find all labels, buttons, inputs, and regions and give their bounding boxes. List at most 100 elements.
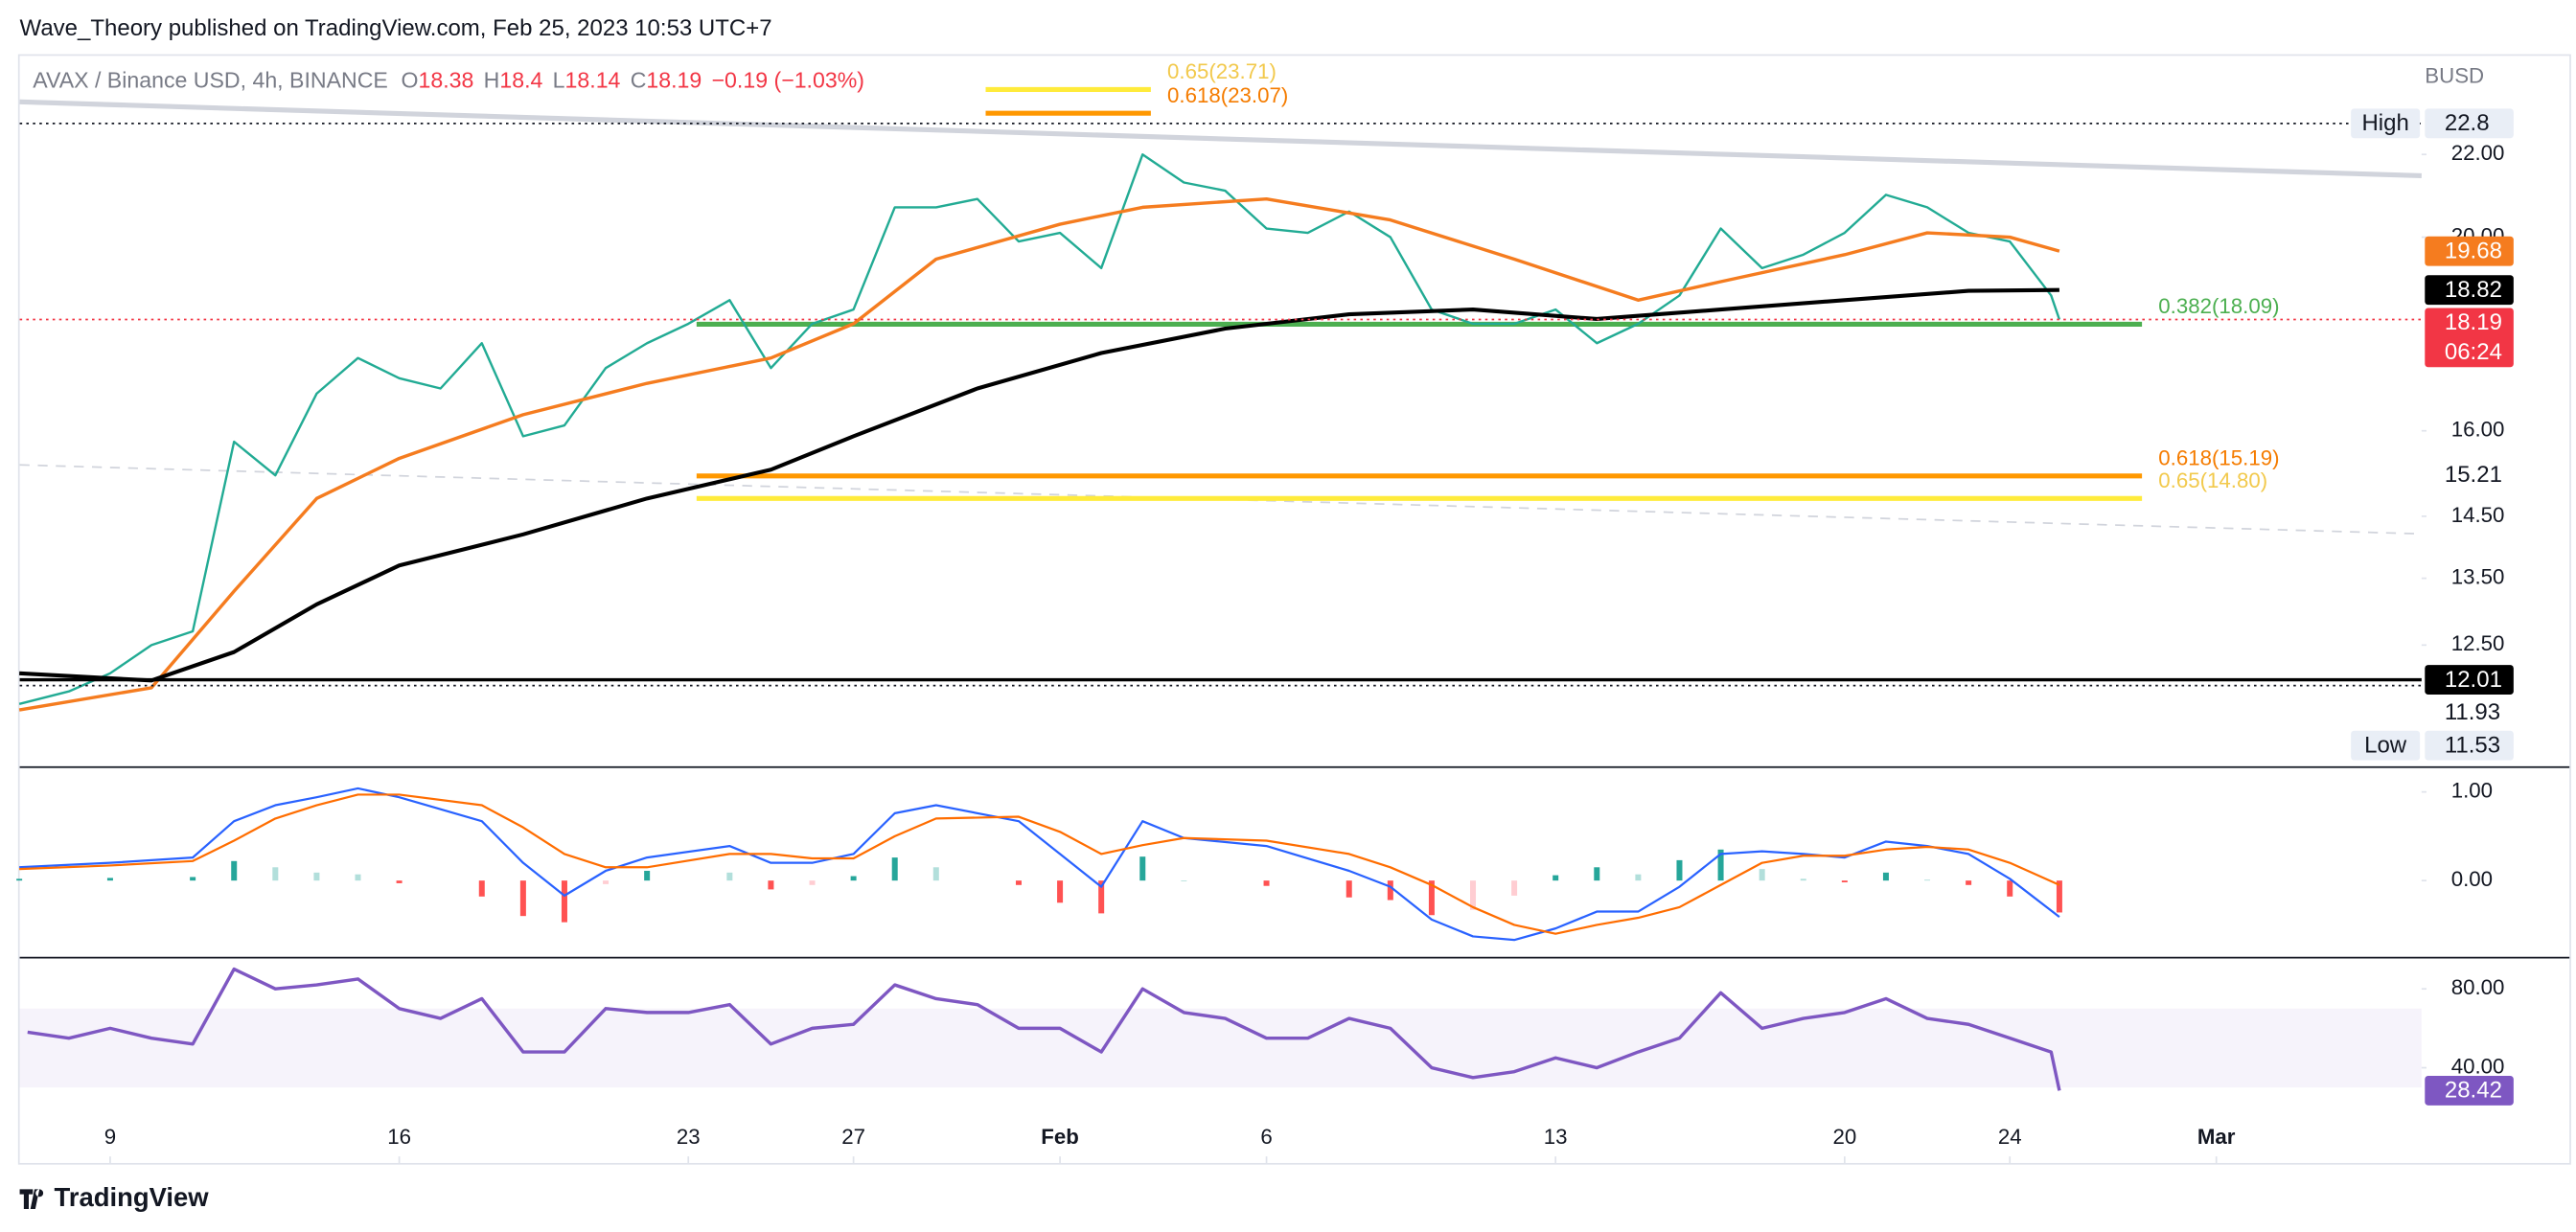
legend-item: −0.19 (−1.03%): [712, 68, 864, 93]
badge-tag: High: [2361, 110, 2408, 136]
logo-icon: [19, 1189, 44, 1209]
badge-tag: Low: [2364, 732, 2407, 758]
histogram-bar: [1470, 880, 1477, 910]
histogram-bar: [1428, 880, 1435, 916]
price-badge-label: 15.21: [2445, 462, 2502, 488]
logo: TradingView: [19, 1182, 209, 1212]
pane: 22.0020.0016.0014.5013.5012.500.65(23.71…: [18, 59, 2514, 761]
histogram-bar: [1057, 880, 1064, 903]
histogram-bar: [850, 876, 857, 881]
y-tick-label: 1.00: [2451, 779, 2493, 803]
x-tick-label: Feb: [1041, 1125, 1079, 1149]
x-tick-label: 6: [1260, 1125, 1272, 1149]
histogram-bar: [1717, 849, 1724, 881]
legend-item: H: [484, 68, 500, 93]
histogram-bar: [1511, 880, 1518, 896]
legend-item: 18.4: [499, 68, 542, 93]
price-badge: [2425, 236, 2514, 266]
x-tick-label: 13: [1544, 1125, 1568, 1149]
currency: BUSD: [2425, 63, 2484, 87]
histogram-bar: [231, 860, 238, 881]
y-tick-label: 40.00: [2451, 1054, 2505, 1078]
histogram-bar: [1387, 880, 1393, 901]
legend-item: O: [402, 68, 419, 93]
legend-item: 18.14: [565, 68, 621, 93]
price-badge-label: 11.53: [2445, 732, 2500, 758]
histogram-bar: [272, 867, 279, 881]
badge-tag-bg: [2351, 108, 2421, 139]
series-line: [19, 787, 2060, 942]
histogram-bar: [1759, 869, 1765, 881]
pane: 1.00 0.00: [16, 779, 2493, 942]
x-tick-label: 16: [387, 1125, 411, 1149]
price-badge-label: 18.19: [2445, 309, 2502, 335]
series-line: [19, 287, 2059, 683]
x-tick-label: 20: [1832, 1125, 1856, 1149]
legend-item: L: [553, 68, 565, 93]
series-line: [27, 967, 2061, 1091]
histogram-bar: [1139, 856, 1146, 881]
histogram-bar: [1882, 872, 1889, 881]
price-badge: [2425, 730, 2514, 761]
histogram-bar: [1635, 874, 1642, 881]
histogram-bar: [355, 874, 361, 881]
rsi-band: [19, 1008, 2422, 1088]
histogram-bar: [1552, 875, 1559, 881]
histogram-bar: [1924, 879, 1931, 881]
price-badge: [2425, 308, 2514, 368]
histogram-bar: [2056, 880, 2062, 913]
histogram-bar: [313, 872, 320, 881]
histogram-bar: [1098, 880, 1105, 914]
x-tick-label: Mar: [2197, 1125, 2236, 1149]
y-tick-label: 13.50: [2451, 565, 2505, 589]
price-badge-label: 28.42: [2445, 1078, 2502, 1104]
x-tick-label: 24: [1998, 1125, 2022, 1149]
histogram-bar: [478, 880, 485, 897]
histogram-bar: [561, 880, 567, 923]
histogram-bar: [603, 880, 610, 884]
histogram-bar: [644, 870, 651, 881]
x-tick-label: 9: [104, 1125, 116, 1149]
series-line: [18, 153, 2061, 705]
legend-item: 18.38: [419, 68, 474, 93]
histogram-bar: [726, 872, 733, 881]
y-tick-label: 16.00: [2451, 418, 2505, 442]
y-tick-label: 12.50: [2451, 631, 2505, 655]
badge-tag-bg: [2351, 730, 2421, 761]
histogram-bar: [1676, 859, 1683, 881]
price-badge: [2425, 108, 2514, 139]
fib-label: 0.65(14.80): [2158, 468, 2267, 492]
histogram-bar: [1966, 880, 1972, 885]
symbol-legend: AVAX / Binance USD, 4h, BINANCE O18.38 H18…: [33, 68, 864, 93]
histogram-bar: [16, 878, 23, 881]
fib-label: 0.618(23.07): [1167, 83, 1288, 107]
price-badge: [2425, 275, 2514, 306]
x-tick-label: 27: [841, 1125, 865, 1149]
frame: [17, 54, 2571, 1165]
pane: 80.00 40.00 9 16 23 27 Feb 6 13 20 24 Mar 28.42: [19, 967, 2514, 1163]
y-tick-label: 80.00: [2451, 975, 2505, 999]
histogram-bar: [891, 857, 898, 881]
histogram-bar: [1181, 880, 1187, 882]
series-line: [18, 196, 2060, 712]
series-line: [19, 793, 2060, 935]
price-badge-label: 12.01: [2445, 667, 2502, 693]
y-tick-label: 0.00: [2451, 867, 2493, 891]
countdown: 06:24: [2445, 339, 2502, 365]
legend-item: C: [631, 68, 647, 93]
y-tick-label: 14.50: [2451, 503, 2505, 527]
histogram-bar: [2007, 880, 2013, 897]
price-badge: [2425, 665, 2514, 695]
histogram-bar: [1015, 880, 1022, 885]
publish-header: Wave_Theory published on TradingView.com…: [20, 15, 772, 41]
price-badge-label: 22.8: [2445, 110, 2490, 136]
trendline: [19, 99, 2422, 179]
histogram-bar: [1800, 878, 1806, 881]
legend-item: 18.19: [646, 68, 702, 93]
price-badge-label: 11.93: [2445, 699, 2500, 725]
y-tick-label: 22.00: [2451, 141, 2505, 165]
histogram-bar: [1346, 880, 1352, 898]
histogram-bar: [1594, 867, 1600, 881]
